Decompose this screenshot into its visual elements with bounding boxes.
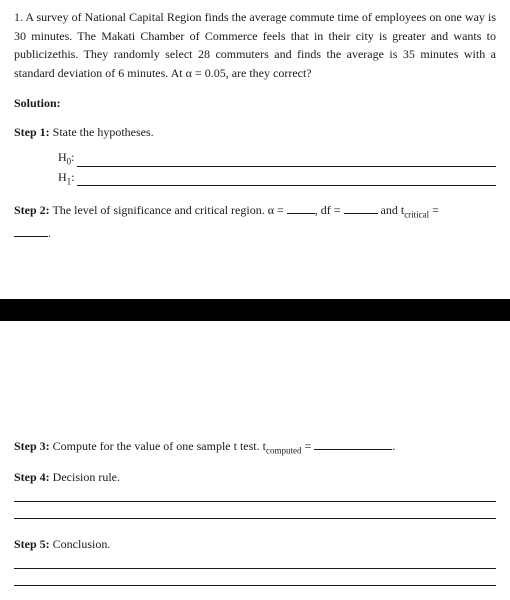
h0-colon: : — [71, 150, 74, 164]
step-5-lead: Step 5: — [14, 537, 50, 551]
step-1-lead: Step 1: — [14, 125, 50, 139]
h1-row: H1: — [58, 170, 496, 186]
h0-letter: H — [58, 150, 67, 164]
step-4-lead: Step 4: — [14, 470, 50, 484]
step-2-text-d: = — [429, 203, 439, 217]
alpha-blank — [287, 204, 315, 214]
step-4-line-2 — [14, 505, 496, 519]
step-4-text: Decision rule. — [50, 470, 120, 484]
tcritical-sub: critical — [404, 210, 429, 220]
h1-blank-line — [77, 174, 496, 186]
step-2-text-e: . — [48, 226, 51, 240]
tcritical-blank — [14, 227, 48, 237]
step-3-text-b: = — [301, 439, 314, 453]
step-2: Step 2: The level of significance and cr… — [14, 200, 496, 243]
step-5-text: Conclusion. — [50, 537, 111, 551]
h1-label: H1: — [58, 170, 75, 186]
h0-row: H0: — [58, 150, 496, 166]
step-2-lead: Step 2: — [14, 203, 50, 217]
step-1: Step 1: State the hypotheses. — [14, 125, 496, 140]
step-2-text-c: and t — [378, 203, 405, 217]
step-3-text-c: . — [392, 439, 395, 453]
h0-label: H0: — [58, 150, 75, 166]
hypotheses-block: H0: H1: — [14, 150, 496, 186]
step-2-text-b: , df = — [315, 203, 344, 217]
step-3-lead: Step 3: — [14, 439, 50, 453]
page: 1. A survey of National Capital Region f… — [0, 0, 510, 257]
h1-colon: : — [71, 170, 74, 184]
tcomputed-blank — [314, 440, 392, 450]
df-blank — [344, 204, 378, 214]
h0-blank-line — [77, 155, 496, 167]
step-3: Step 3: Compute for the value of one sam… — [14, 439, 496, 455]
step-5-line-1 — [14, 555, 496, 569]
step-5: Step 5: Conclusion. — [14, 537, 496, 552]
step-1-rest: State the hypotheses. — [50, 125, 154, 139]
step-4-line-1 — [14, 488, 496, 502]
divider-bar — [0, 299, 510, 321]
problem-text: 1. A survey of National Capital Region f… — [14, 8, 496, 82]
step-3-text-a: Compute for the value of one sample t te… — [50, 439, 266, 453]
step-5-line-2 — [14, 572, 496, 586]
step-4: Step 4: Decision rule. — [14, 470, 496, 485]
h1-letter: H — [58, 170, 67, 184]
step-2-text-a: The level of significance and critical r… — [50, 203, 287, 217]
gap — [14, 329, 496, 425]
solution-label: Solution: — [14, 96, 496, 111]
tcomputed-sub: computed — [266, 446, 302, 456]
page-lower: Step 3: Compute for the value of one sam… — [0, 321, 510, 599]
